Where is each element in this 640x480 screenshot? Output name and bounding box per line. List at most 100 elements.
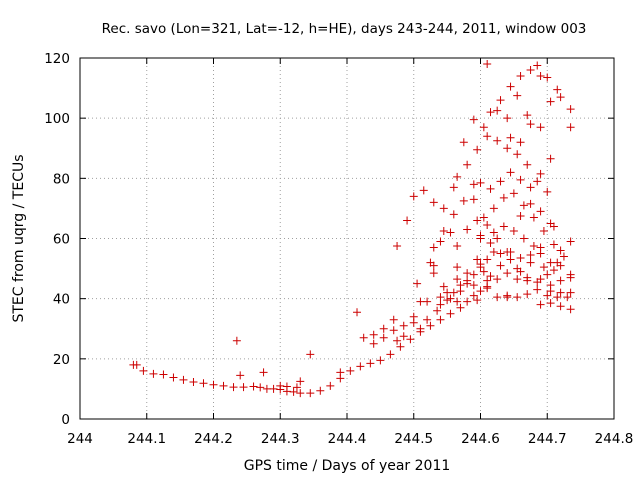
data-point [566, 305, 575, 314]
data-point [282, 382, 291, 391]
data-point [566, 237, 575, 246]
data-point [513, 264, 522, 273]
x-axis-label: GPS time / Days of year 2011 [244, 458, 451, 474]
data-point [489, 228, 498, 237]
data-point [306, 389, 315, 398]
data-point [473, 216, 482, 225]
data-point [229, 383, 238, 392]
data-point [369, 330, 378, 339]
data-point [506, 133, 515, 142]
data-point [336, 368, 345, 377]
x-tick-label: 244.7 [528, 431, 567, 447]
data-point [539, 263, 548, 272]
data-point [366, 359, 375, 368]
data-point [403, 216, 412, 225]
data-point [262, 384, 271, 393]
data-point [546, 219, 555, 228]
x-tick-label: 244.6 [461, 431, 500, 447]
data-point [503, 144, 512, 153]
data-point [526, 183, 535, 192]
data-point [429, 198, 438, 207]
y-axis-label: STEC from uqrg / TECUs [11, 154, 27, 322]
data-point [533, 177, 542, 186]
data-point [536, 300, 545, 309]
data-point [439, 226, 448, 235]
data-point [479, 267, 488, 276]
data-point [486, 184, 495, 193]
data-point [489, 248, 498, 257]
data-points [129, 60, 575, 398]
data-point [316, 386, 325, 395]
data-point [376, 356, 385, 365]
data-point [546, 258, 555, 267]
data-point [436, 293, 445, 302]
data-point [456, 287, 465, 296]
data-point [399, 321, 408, 330]
data-point [486, 272, 495, 281]
data-point [269, 384, 278, 393]
data-point [159, 370, 168, 379]
data-point [296, 377, 305, 386]
data-point [496, 96, 505, 105]
data-point [306, 350, 315, 359]
data-point [549, 240, 558, 249]
x-tick-label: 244.2 [194, 431, 233, 447]
data-point [543, 291, 552, 300]
data-point [506, 168, 515, 177]
data-point [463, 269, 472, 278]
data-point [536, 123, 545, 132]
data-point [486, 108, 495, 117]
y-tick-label: 40 [53, 292, 70, 308]
data-point [459, 138, 468, 147]
data-point [416, 297, 425, 306]
data-point [436, 300, 445, 309]
data-point [506, 255, 515, 264]
y-tick-label: 80 [53, 171, 70, 187]
data-point [483, 255, 492, 264]
y-tick-label: 20 [53, 352, 70, 368]
data-point [429, 269, 438, 278]
data-point [453, 172, 462, 181]
data-point [189, 377, 198, 386]
data-point [446, 294, 455, 303]
data-point [523, 111, 532, 120]
y-tick-label: 120 [44, 51, 70, 67]
data-point [473, 296, 482, 305]
data-point [509, 189, 518, 198]
data-point [536, 72, 545, 81]
y-tick-labels: 0 20 40 60 80 100 120 [44, 51, 70, 428]
data-point [473, 255, 482, 264]
data-point [256, 383, 265, 392]
data-point [436, 237, 445, 246]
data-point [443, 296, 452, 305]
data-point [546, 97, 555, 106]
data-point [469, 115, 478, 124]
data-point [469, 195, 478, 204]
data-point [236, 371, 245, 380]
data-point [429, 261, 438, 270]
data-point [289, 387, 298, 396]
data-point [496, 177, 505, 186]
data-point [249, 382, 258, 391]
data-point [419, 186, 428, 195]
data-point [379, 333, 388, 342]
y-tick-label: 0 [61, 412, 70, 428]
data-point [556, 261, 565, 270]
data-point [449, 288, 458, 297]
axis-ticks [79, 57, 615, 420]
data-point [516, 175, 525, 184]
data-point [503, 114, 512, 123]
data-point [209, 380, 218, 389]
data-point [546, 287, 555, 296]
data-point [509, 226, 518, 235]
data-point [459, 196, 468, 205]
data-point [416, 324, 425, 333]
data-point [479, 213, 488, 222]
data-point [453, 275, 462, 284]
data-point [139, 366, 148, 375]
data-point [449, 183, 458, 192]
data-point [276, 381, 285, 390]
data-point [476, 260, 485, 269]
data-point [433, 306, 442, 315]
